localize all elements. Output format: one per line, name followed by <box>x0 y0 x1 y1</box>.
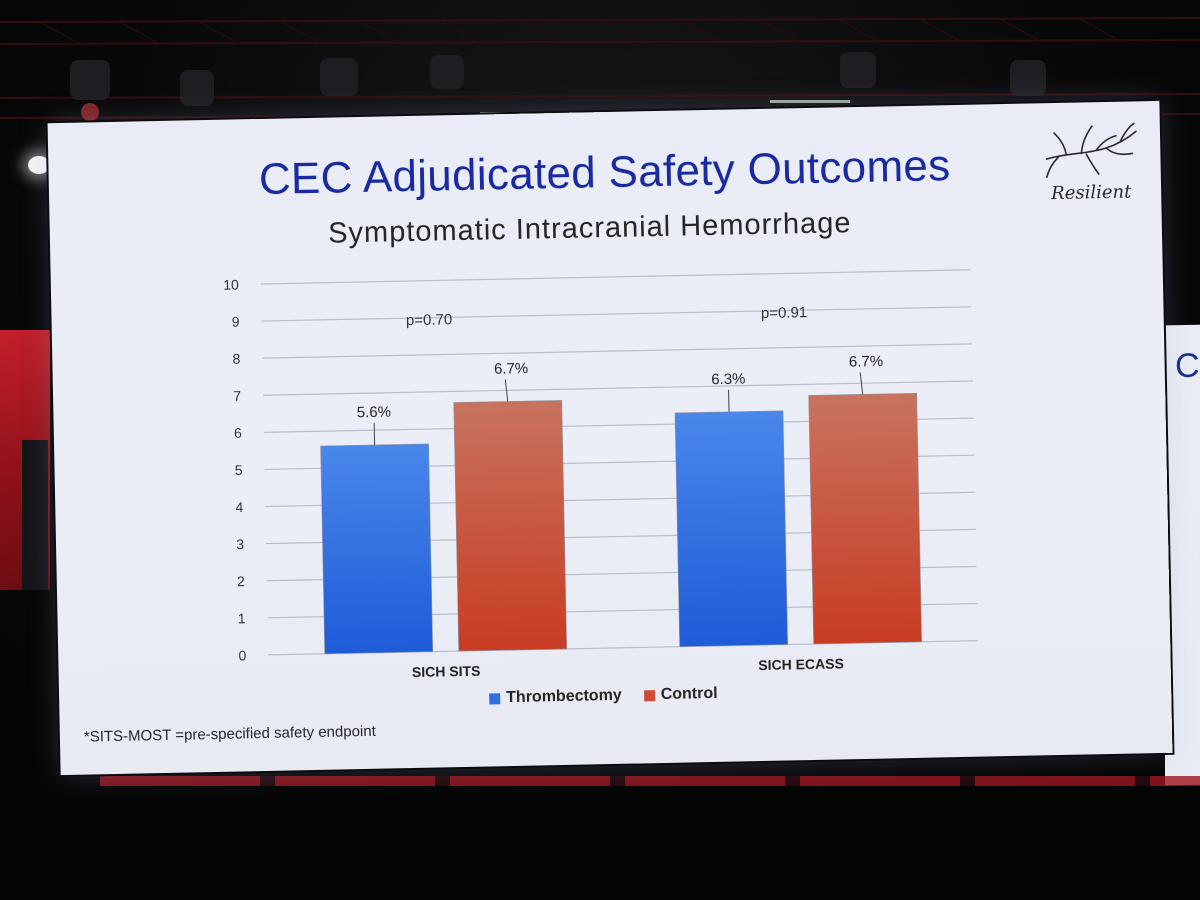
y-tick-label: 9 <box>232 314 240 330</box>
logo-wordmark: Resilient <box>1050 181 1132 204</box>
data-label: 6.7% <box>849 353 884 371</box>
legend-swatch-thrombectomy <box>489 692 501 704</box>
y-tick-label: 8 <box>232 351 240 367</box>
y-tick-label: 5 <box>235 462 243 478</box>
p-value-annotation: p=0.70 <box>406 311 453 329</box>
y-tick-label: 0 <box>238 647 246 663</box>
side-screen-text: C <box>1175 346 1200 386</box>
legend-item-control: Control <box>643 684 718 704</box>
legend-label-control: Control <box>660 684 718 704</box>
gridline <box>263 380 973 396</box>
bar-control-1 <box>453 400 568 652</box>
projection-screen: Resilient CEC Adjudicated Safety Outcome… <box>47 100 1173 776</box>
data-labels: 5.6% 6.7% p=0.70 6.3% 6.7% p=0.91 <box>357 304 884 445</box>
stage-spotlight <box>28 156 50 174</box>
resilient-logo: Resilient <box>1045 122 1137 204</box>
legend-item-thrombectomy: Thrombectomy <box>489 687 622 708</box>
p-value-annotation: p=0.91 <box>761 304 808 322</box>
y-tick-label: 10 <box>223 276 239 292</box>
stage-led-strip <box>100 776 1200 786</box>
data-label-leader <box>504 379 509 402</box>
bars <box>320 392 922 655</box>
left-panel-shadow <box>22 440 48 590</box>
legend-label-thrombectomy: Thrombectomy <box>506 686 622 707</box>
ceiling-truss <box>0 17 1200 121</box>
category-label: SICH ECASS <box>758 655 844 673</box>
bar-control-2 <box>808 392 922 645</box>
y-axis-ticks: 0 1 2 3 4 5 6 7 8 9 10 <box>223 276 247 663</box>
data-label: 6.7% <box>494 360 529 378</box>
gridline <box>262 343 973 359</box>
data-label: 6.3% <box>711 371 746 389</box>
gridline <box>260 269 971 285</box>
gridline <box>261 306 972 322</box>
legend-swatch-control <box>643 689 655 701</box>
bar-thrombectomy-1 <box>320 443 434 655</box>
data-label-leader <box>859 372 864 395</box>
y-tick-label: 1 <box>238 610 246 626</box>
y-tick-label: 6 <box>234 425 242 441</box>
bar-thrombectomy-2 <box>674 410 788 647</box>
y-tick-label: 2 <box>237 573 245 589</box>
category-label: SICH SITS <box>412 663 481 680</box>
y-tick-label: 7 <box>233 388 241 404</box>
slide-footnote: *SITS-MOST =pre-specified safety endpoin… <box>83 722 376 746</box>
data-label: 5.6% <box>357 404 392 422</box>
bar-chart: 0 1 2 3 4 5 6 7 8 9 10 5.6% 6.7% p=0.70 6.3% 6.7% p=0.9… <box>223 269 979 680</box>
stage-floor <box>0 786 1200 900</box>
y-tick-label: 4 <box>235 499 243 515</box>
category-labels: SICH SITS SICH ECASS <box>412 655 844 680</box>
y-tick-label: 3 <box>236 536 244 552</box>
